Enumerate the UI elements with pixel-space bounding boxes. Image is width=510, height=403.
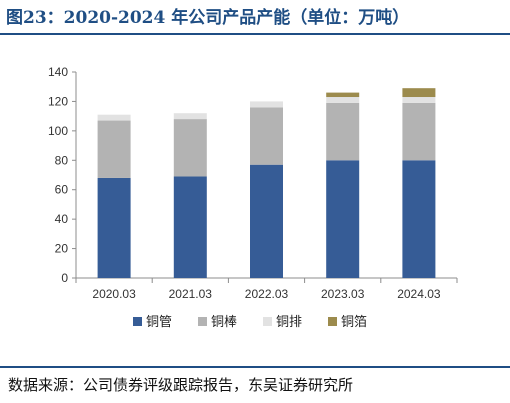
x-tick-label: 2024.03 — [397, 287, 441, 301]
y-tick-label: 140 — [48, 65, 68, 79]
chart-title: 图23：2020-2024 年公司产品产能（单位：万吨） — [6, 8, 410, 28]
bar-segment-铜棒 — [173, 119, 207, 177]
bar-segment-铜排 — [402, 97, 436, 103]
bar-segment-铜管 — [326, 160, 360, 278]
x-tick-label: 2020.03 — [92, 287, 136, 301]
bar-segment-铜排 — [326, 97, 360, 103]
legend-label-铜箔: 铜箔 — [341, 314, 367, 329]
title-rule — [0, 33, 510, 35]
y-tick-label: 0 — [61, 271, 68, 285]
bar-segment-铜排 — [97, 114, 131, 121]
legend-swatch-铜管 — [133, 317, 142, 326]
bar-segment-铜管 — [250, 164, 283, 278]
bar-segment-铜管 — [173, 176, 207, 278]
bar-segment-铜管 — [402, 160, 436, 278]
bar-segment-铜棒 — [97, 120, 131, 178]
bar-segment-铜箔 — [402, 88, 436, 98]
legend-label-铜棒: 铜棒 — [211, 314, 237, 329]
stacked-bar-chart: 0 20 40 60 80 100 120 140 2020.03 2021.03 2022.03 2… — [48, 65, 458, 329]
y-tick-label: 120 — [48, 94, 68, 108]
source-note: 数据来源：公司债券评级跟踪报告，东吴证券研究所 — [8, 376, 354, 394]
y-tick-label: 80 — [55, 153, 69, 167]
source-rule — [0, 366, 510, 368]
bar-segment-铜箔 — [326, 92, 360, 98]
y-tick-label: 100 — [48, 124, 68, 138]
bar-segment-铜管 — [97, 177, 131, 278]
bar-segment-铜棒 — [326, 102, 360, 161]
bar-segment-铜排 — [250, 101, 283, 108]
bar-segment-铜排 — [173, 113, 207, 120]
legend-label-铜排: 铜排 — [276, 314, 302, 329]
y-tick-label: 60 — [55, 183, 69, 197]
x-tick-label: 2021.03 — [169, 287, 213, 301]
y-tick-label: 20 — [55, 242, 69, 256]
legend-swatch-铜排 — [263, 317, 272, 326]
legend-label-铜管: 铜管 — [146, 314, 172, 329]
legend-swatch-铜棒 — [198, 317, 207, 326]
bar-segment-铜棒 — [402, 102, 436, 161]
legend-swatch-铜箔 — [328, 317, 337, 326]
x-tick-label: 2023.03 — [321, 287, 365, 301]
x-tick-label: 2022.03 — [245, 287, 289, 301]
bar-segment-铜棒 — [250, 107, 283, 165]
y-tick-label: 40 — [55, 212, 69, 226]
